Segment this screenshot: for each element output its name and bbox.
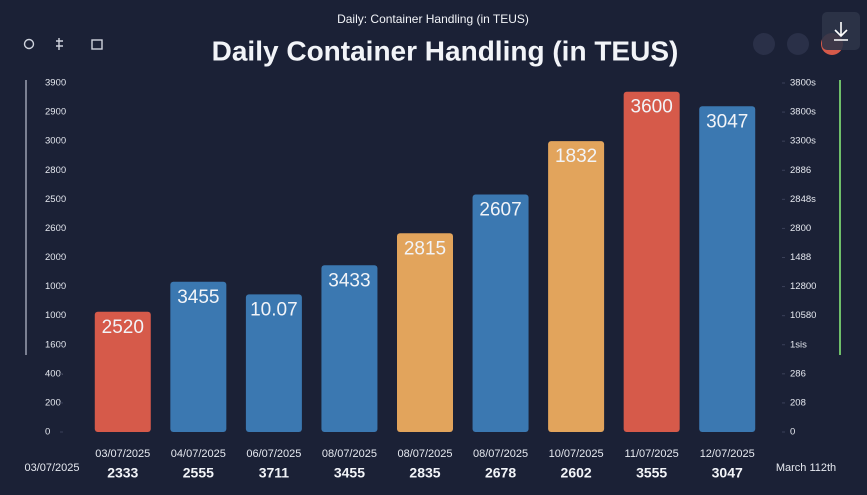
bar <box>397 233 453 432</box>
y2-tick-label: 3800s <box>790 78 816 89</box>
bar <box>94 311 151 432</box>
y-tick-label: 2500 <box>45 194 66 205</box>
x-sublabel: 2333 <box>107 465 138 481</box>
y-tick-label: 2000 <box>45 252 66 263</box>
toolbar-right[interactable] <box>753 12 860 55</box>
x-sublabel: 3555 <box>636 465 667 481</box>
y-tick-label: 2600 <box>45 223 66 234</box>
y-tick-label: 3900 <box>45 78 66 89</box>
y2-tick-label: 3300s <box>790 136 816 147</box>
x-tick-label: 11/07/2025 <box>625 448 679 460</box>
bar-label: 2815 <box>404 238 446 259</box>
bar <box>170 281 227 432</box>
x-sublabel: 2602 <box>561 465 592 481</box>
y2-tick-label: 2848s <box>790 194 816 205</box>
y2-tick-label: 3800s <box>790 107 816 118</box>
bar <box>472 194 529 432</box>
y2-tick-label: 10580 <box>790 310 816 321</box>
icon-filter[interactable] <box>56 38 63 50</box>
y-tick-label: 2900 <box>45 107 66 118</box>
y2-tick-label: 1488 <box>790 252 811 263</box>
x-tick-label: 03/07/2025 <box>95 448 150 460</box>
y-tick-label: 2800 <box>45 165 66 176</box>
icon-refresh[interactable] <box>23 38 35 50</box>
y2-tick-label: 286 <box>790 368 806 379</box>
y2-tick-label: 2800 <box>790 223 811 234</box>
bar-label: 1832 <box>555 146 597 167</box>
x-tick-label: 10/07/2025 <box>549 448 604 460</box>
x-tick-label: 08/07/2025 <box>397 448 452 460</box>
x-sublabel: 2555 <box>183 465 214 481</box>
bar <box>699 106 756 433</box>
y-tick-label: 1600 <box>45 339 66 350</box>
x-tick-label: 04/07/2025 <box>171 448 226 460</box>
chart-title: Daily Container Handling (in TEUS) <box>212 35 679 66</box>
y2-tick-label: 1sis <box>790 339 807 350</box>
bar-label: 10.07 <box>250 299 298 320</box>
bar-label: 3600 <box>631 97 673 118</box>
x-tick-label: 12/07/2025 <box>700 448 755 460</box>
bar-label: 3047 <box>706 111 748 132</box>
x-left-note: 03/07/2025 <box>24 462 79 474</box>
x-sublabel: 3455 <box>334 465 365 481</box>
bar <box>245 294 302 432</box>
y-tick-label: 0 <box>45 427 50 438</box>
y2-tick-label: 2886 <box>790 165 811 176</box>
y-tick-label: 1000 <box>45 310 66 321</box>
x-tick-label: 08/07/2025 <box>322 448 377 460</box>
bar-label: 3433 <box>328 270 370 291</box>
bar <box>321 265 378 432</box>
bar-label: 2607 <box>479 200 521 221</box>
bar-label: 3455 <box>177 287 219 308</box>
y-tick-label: 400· <box>45 368 64 379</box>
y2-tick-label: 208 <box>790 397 806 408</box>
icon-menu[interactable] <box>787 33 809 55</box>
icon-bag[interactable] <box>91 39 103 50</box>
bar <box>623 91 680 432</box>
x-tick-label: 08/07/2025 <box>473 448 528 460</box>
bar-label: 2520 <box>102 317 144 338</box>
y-tick-label: 1000 <box>45 281 66 292</box>
y-tick-label: 3000 <box>45 136 66 147</box>
caption: Daily: Container Handling (in TEUS) <box>337 12 529 26</box>
x-tick-label: 06/07/2025 <box>246 448 301 460</box>
x-sublabel: 3711 <box>259 465 290 481</box>
download-icon <box>834 22 848 41</box>
y-tick-label: 200 <box>45 397 61 408</box>
x-right-note: March 112th <box>776 462 836 474</box>
y2-tick-label: 12800 <box>790 281 816 292</box>
x-sublabel: 2835 <box>409 465 440 481</box>
y2-tick-label: 0 <box>790 427 795 438</box>
icon-chart[interactable] <box>753 33 775 55</box>
x-sublabel: 3047 <box>712 465 743 481</box>
bar <box>548 141 605 432</box>
x-sublabel: 2678 <box>485 465 516 481</box>
toolbar-left[interactable] <box>23 38 103 50</box>
